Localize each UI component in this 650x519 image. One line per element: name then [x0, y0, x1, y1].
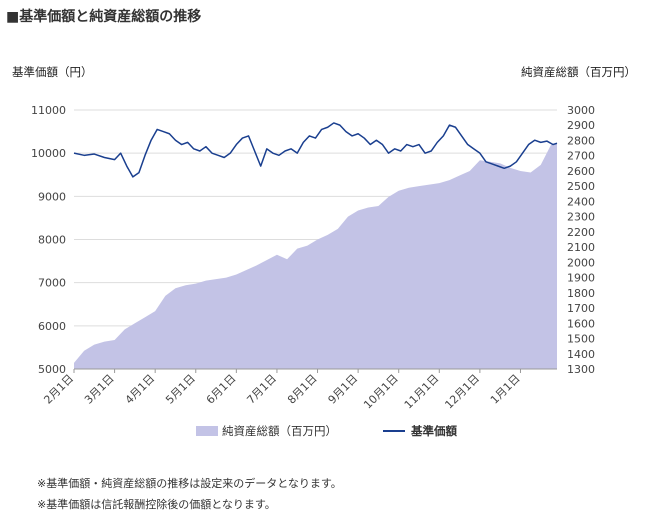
y-left-tick-label: 9000	[38, 190, 66, 203]
legend-area-swatch	[196, 426, 218, 436]
x-tick-label: 10月1日	[361, 372, 401, 412]
footnote-1: ※基準価額・純資産総額の推移は設定来のデータとなります。	[37, 477, 342, 490]
x-tick-label: 2月1日	[41, 372, 76, 407]
legend-line-label: 基準価額	[411, 424, 457, 438]
chart-svg: 11000 10000 9000 8000 7000 6000 5000 3000 2900 28…	[31, 104, 595, 412]
x-tick-label: 5月1日	[163, 372, 198, 407]
y-right-tick-label: 2400	[567, 195, 595, 208]
x-tick-label: 8月1日	[285, 372, 320, 407]
y-right-tick-label: 3000	[567, 104, 595, 117]
y-right-tick-label: 2900	[567, 119, 595, 132]
y-right-tick-label: 2700	[567, 150, 595, 163]
legend-area-label: 純資産総額（百万円）	[222, 424, 337, 438]
legend-line-swatch	[383, 430, 405, 432]
x-tick-label: 11月1日	[402, 372, 442, 412]
y-left-tick-label: 10000	[31, 147, 66, 160]
x-tick-label: 6月1日	[204, 372, 239, 407]
x-tick-label: 9月1日	[326, 372, 361, 407]
left-axis-title: 基準価額（円）	[12, 65, 93, 79]
y-left-tick-label: 7000	[38, 277, 66, 290]
y-right-tick-label: 2500	[567, 180, 595, 193]
y-right-tick-label: 2300	[567, 211, 595, 224]
y-right-tick-label: 1600	[567, 317, 595, 330]
y-right-tick-label: 1800	[567, 287, 595, 300]
nav-line	[73, 122, 558, 178]
y-right-tick-label: 1500	[567, 333, 595, 346]
y-right-tick-label: 1900	[567, 272, 595, 285]
y-right-tick-label: 1400	[567, 348, 595, 361]
y-right-tick-label: 2200	[567, 226, 595, 239]
right-axis-title: 純資産総額（百万円）	[521, 65, 636, 79]
x-tick-label: 4月1日	[123, 372, 158, 407]
net-assets-area	[74, 143, 557, 369]
chart-title: ■基準価額と純資産総額の推移	[6, 9, 202, 25]
y-right-tick-label: 1300	[567, 363, 595, 376]
y-left-tick-label: 6000	[38, 320, 66, 333]
x-tick-label: 12月1日	[442, 372, 482, 412]
y-right-tick-label: 2600	[567, 165, 595, 178]
y-right-tick-label: 2800	[567, 134, 595, 147]
x-tick-label: 1月1日	[488, 372, 523, 407]
footnote-2: ※基準価額は信託報酬控除後の価額となります。	[37, 498, 276, 511]
y-left-tick-label: 8000	[38, 234, 66, 247]
legend: 純資産総額（百万円） 基準価額	[196, 423, 457, 439]
y-left-tick-label: 5000	[38, 363, 66, 376]
x-tick-label: 7月1日	[244, 372, 279, 407]
x-tick-label: 3月1日	[82, 372, 117, 407]
y-right-tick-label: 2000	[567, 256, 595, 269]
y-right-tick-label: 2100	[567, 241, 595, 254]
y-right-tick-label: 1700	[567, 302, 595, 315]
y-left-tick-label: 11000	[31, 104, 66, 117]
